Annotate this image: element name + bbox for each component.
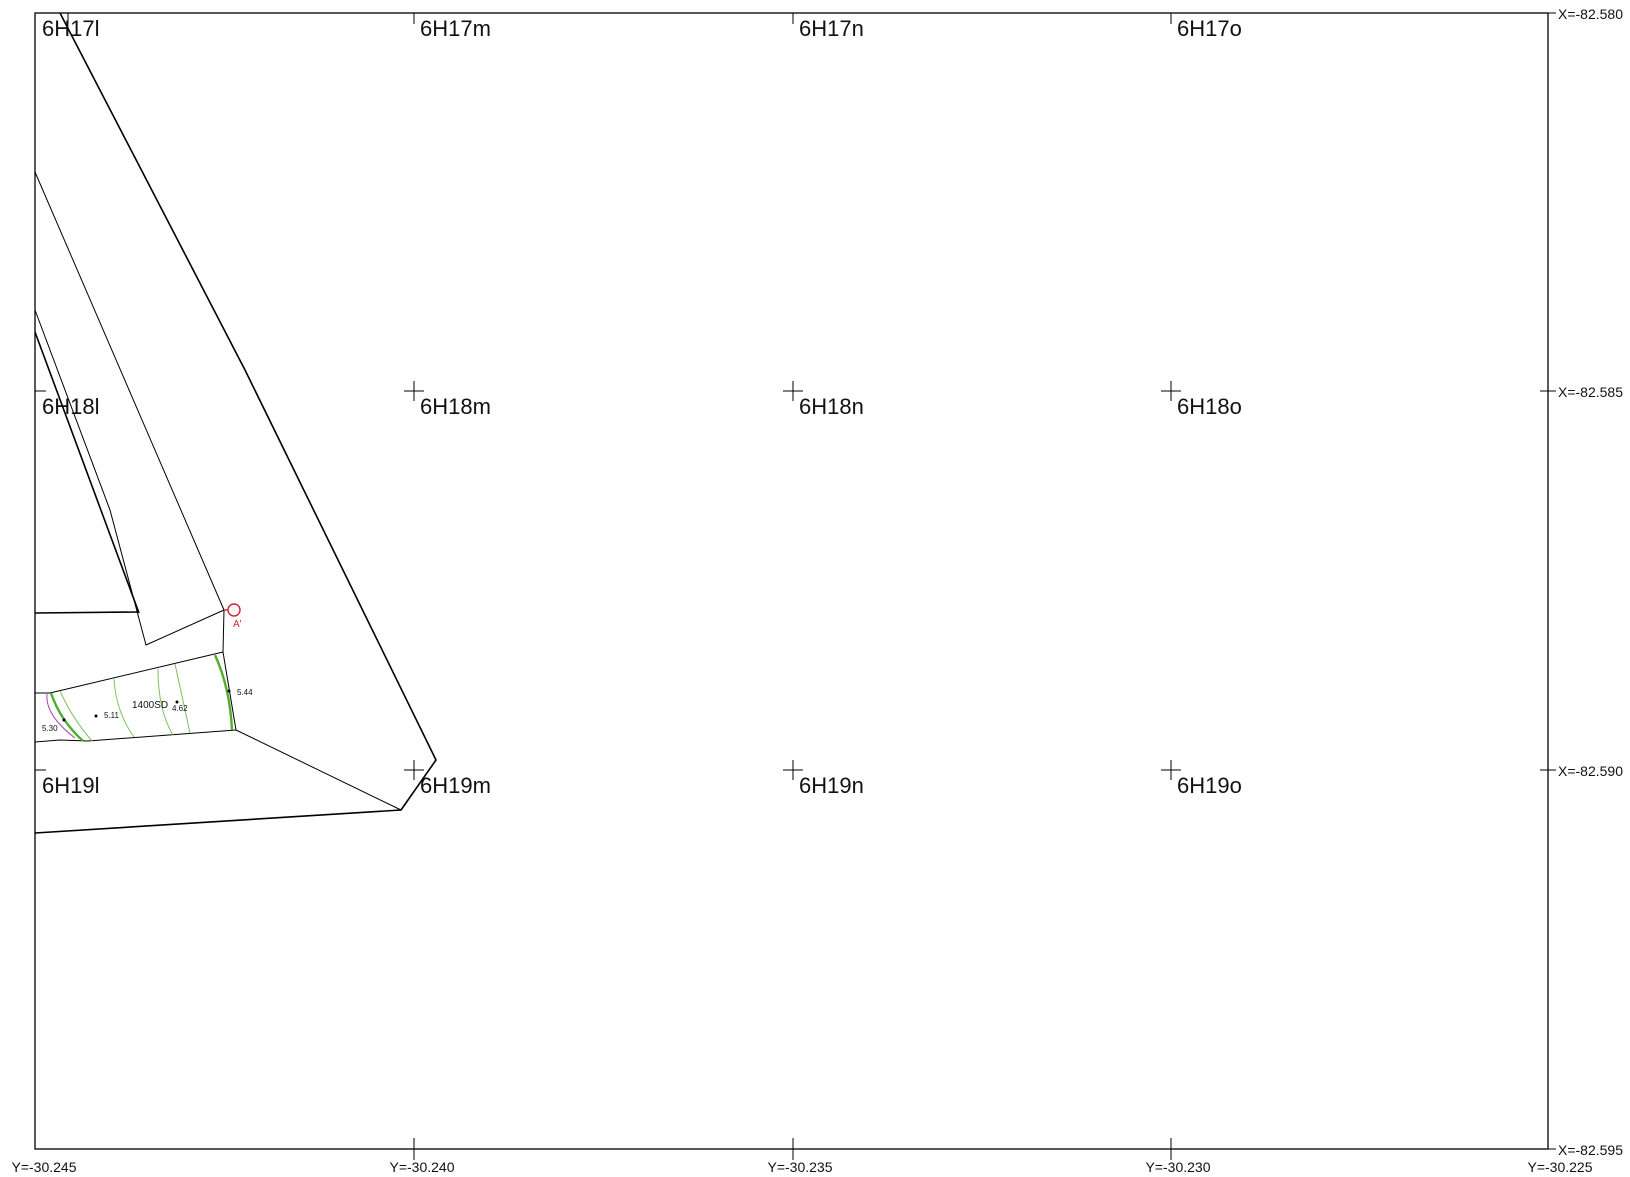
grid-label-19n: 6H19n [799, 773, 864, 798]
y-coord-label-1: Y=-30.245 [12, 1159, 77, 1175]
elevation-label-544: 5.44 [237, 688, 253, 697]
elevation-point-511 [94, 714, 98, 718]
outer-boundary-line [34, 12, 437, 834]
map-frame [34, 12, 1549, 1150]
inner-diagonal-line [34, 171, 225, 611]
section-marker-circle [227, 603, 241, 617]
elevation-point-530 [62, 718, 66, 722]
contour-mid-1 [113, 678, 135, 738]
contour-bold-east [213, 654, 234, 731]
contour-mid-3 [174, 663, 191, 734]
x-coord-label-3: X=-82.590 [1558, 763, 1623, 779]
elevation-point-462 [175, 700, 179, 704]
grid-label-19l: 6H19l [42, 773, 99, 798]
lower-diagonal-line [235, 729, 402, 811]
grid-label-18n: 6H18n [799, 394, 864, 419]
grid-label-17m: 6H17m [420, 16, 491, 41]
left-boundary-line [34, 331, 140, 614]
x-coord-label-1: X=-82.580 [1558, 6, 1623, 22]
feature-outline [34, 651, 237, 743]
x-coord-label-2: X=-82.585 [1558, 384, 1623, 400]
elevation-label-462: 4.62 [172, 704, 188, 713]
grid-label-17n: 6H17n [799, 16, 864, 41]
x-coord-label-4: X=-82.595 [1558, 1142, 1623, 1158]
contour-purple [46, 693, 76, 739]
feature-name-label: 1400SD [132, 700, 168, 711]
contour-bold-west [49, 692, 84, 742]
horizontal-boundary-line [34, 611, 140, 614]
elevation-label-511: 5.11 [104, 711, 120, 720]
y-coord-label-2: Y=-30.240 [390, 1159, 455, 1175]
grid-crosses [404, 381, 1181, 780]
connector-line [222, 609, 225, 653]
grid-label-18o: 6H18o [1177, 394, 1242, 419]
contour-mid-2 [157, 668, 174, 736]
survey-linework [34, 12, 437, 834]
grid-label-18m: 6H18m [420, 394, 491, 419]
grid-label-17o: 6H17o [1177, 16, 1242, 41]
grid-label-19o: 6H19o [1177, 773, 1242, 798]
grid-label-19m: 6H19m [420, 773, 491, 798]
elevation-point-544 [227, 689, 231, 693]
y-coord-label-4: Y=-30.230 [1146, 1159, 1211, 1175]
y-coord-label-5: Y=-30.225 [1528, 1159, 1593, 1175]
y-coord-label-3: Y=-30.235 [768, 1159, 833, 1175]
section-marker-label: A' [233, 619, 242, 630]
grid-label-17l: 6H17l [42, 16, 99, 41]
feature-1400sd: 5.30 5.11 4.62 5.44 1400SD [34, 651, 253, 743]
left-diagonal-line [34, 309, 225, 646]
contour-west-1 [59, 690, 93, 742]
elevation-label-530: 5.30 [42, 724, 58, 733]
